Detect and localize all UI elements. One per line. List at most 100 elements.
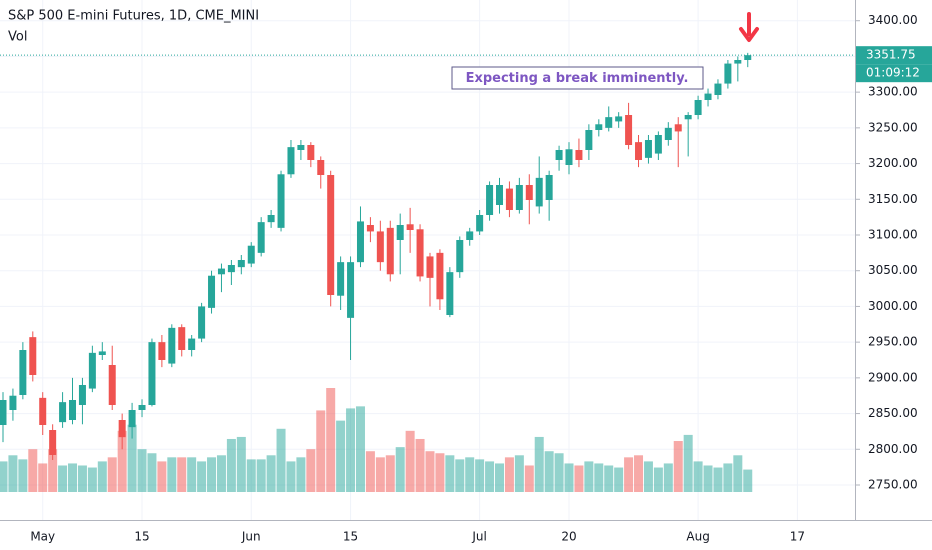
volume-bar	[703, 465, 713, 492]
candle-body	[515, 185, 523, 210]
x-tick-label: May	[30, 530, 55, 544]
y-tick-label: 3200.00	[868, 156, 918, 170]
candle-body	[39, 397, 47, 425]
volume-bar	[207, 457, 217, 492]
volume-bar	[326, 388, 336, 492]
candle-body	[595, 124, 603, 130]
candle-body	[366, 225, 374, 232]
candle-body	[29, 337, 37, 375]
candle-body	[674, 124, 682, 132]
volume-bar	[683, 434, 693, 492]
volume-bar	[147, 453, 157, 492]
y-tick-label: 3250.00	[868, 120, 918, 134]
y-tick-label: 3000.00	[868, 299, 918, 313]
volume-bar	[336, 420, 346, 492]
candle-body	[148, 342, 156, 405]
volume-bar	[594, 463, 604, 492]
candle-body	[664, 127, 672, 140]
candle-body	[386, 227, 394, 275]
candle-body	[267, 215, 275, 223]
volume-bar	[385, 455, 395, 492]
last-price-label: 3351.75	[866, 48, 916, 62]
last-price-box	[856, 46, 932, 65]
candle-layer	[0, 52, 752, 460]
candle-body	[337, 262, 345, 296]
candle-body	[734, 60, 742, 64]
candle-body	[744, 55, 752, 60]
x-tick-label: Jul	[471, 530, 486, 544]
volume-bar	[614, 467, 624, 492]
volume-bar	[197, 461, 207, 492]
volume-bar	[58, 465, 68, 492]
volume-bar	[673, 441, 683, 492]
volume-bar	[643, 461, 653, 492]
volume-bar	[127, 424, 137, 492]
candle-body	[466, 231, 474, 240]
candle-body	[615, 116, 623, 122]
volume-bar	[97, 461, 107, 492]
volume-bar	[524, 465, 534, 492]
volume-bar	[415, 438, 425, 492]
candle-body	[446, 272, 454, 315]
candle-body	[347, 262, 355, 318]
candle-body	[327, 175, 335, 295]
candle-body	[724, 63, 732, 84]
y-tick-label: 2900.00	[868, 370, 918, 384]
volume-bar	[117, 430, 127, 492]
volume-bar	[167, 457, 177, 492]
candle-body	[198, 306, 206, 339]
volume-bar	[395, 447, 405, 492]
candle-body	[684, 115, 692, 120]
candle-body	[486, 185, 494, 215]
volume-bar	[425, 451, 435, 492]
candle-body	[575, 150, 583, 160]
volume-bar	[68, 463, 78, 492]
volume-bar	[733, 455, 743, 492]
candle-body	[138, 405, 146, 410]
volume-bar	[157, 461, 167, 492]
y-tick-label: 2750.00	[868, 478, 918, 492]
candle-body	[694, 100, 702, 115]
x-tick-label: Jun	[241, 530, 261, 544]
y-tick-label: 3150.00	[868, 192, 918, 206]
volume-bar	[137, 449, 147, 492]
candle-body	[644, 140, 652, 158]
volume-bar	[28, 449, 38, 492]
candle-body	[565, 149, 573, 165]
x-tick-label: 20	[561, 530, 576, 544]
volume-bar	[693, 461, 703, 492]
candle-body	[19, 350, 27, 395]
candle-body	[307, 145, 315, 160]
volume-bar	[504, 457, 514, 492]
candle-body	[237, 260, 245, 268]
y-tick-label: 3300.00	[868, 85, 918, 99]
volume-bar	[276, 428, 286, 492]
volume-bar	[48, 449, 58, 492]
x-tick-label: Aug	[686, 530, 709, 544]
overlay: 2750.00 2800.00 2850.00 2900.00 2950.00 3000.…	[0, 13, 932, 544]
candle-body	[406, 224, 414, 230]
volume-bar	[296, 457, 306, 492]
volume-bar	[8, 455, 18, 492]
candle-body	[625, 115, 633, 145]
candle-body	[525, 185, 533, 200]
volume-bar	[445, 455, 455, 492]
candle-body	[585, 130, 593, 150]
volume-bar	[87, 467, 97, 492]
candle-body	[476, 215, 484, 232]
candle-body	[456, 240, 464, 273]
candle-body	[555, 150, 563, 160]
candle-body	[297, 145, 305, 150]
candle-body	[714, 83, 722, 95]
volume-bar	[604, 465, 614, 492]
x-tick-label: 15	[343, 530, 358, 544]
candle-body	[188, 338, 196, 350]
candle-body	[436, 252, 444, 300]
volume-bar	[495, 463, 504, 492]
volume-bar	[435, 453, 445, 492]
volume-bar	[266, 455, 276, 492]
volume-bar	[286, 461, 296, 492]
candle-body	[168, 327, 176, 364]
candle-body	[108, 365, 116, 405]
